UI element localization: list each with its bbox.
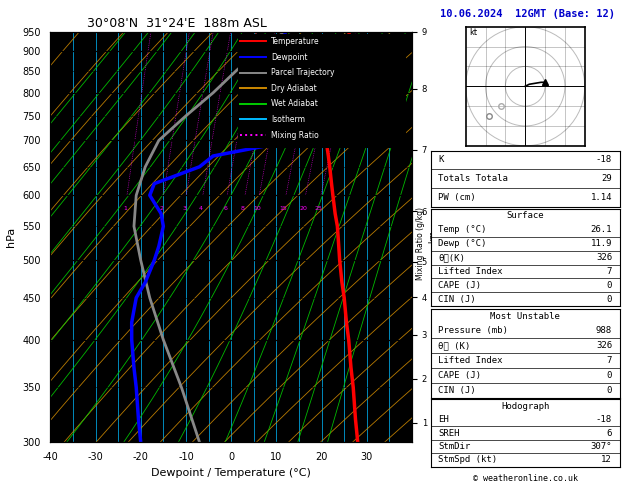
Text: 1: 1 bbox=[123, 206, 127, 211]
Text: Lifted Index: Lifted Index bbox=[438, 356, 503, 365]
Text: CAPE (J): CAPE (J) bbox=[438, 371, 481, 380]
Text: θᴇ(K): θᴇ(K) bbox=[438, 253, 465, 262]
Text: kt: kt bbox=[470, 28, 478, 36]
Text: 307°: 307° bbox=[591, 442, 612, 451]
Text: 326: 326 bbox=[596, 341, 612, 350]
Text: Hodograph: Hodograph bbox=[501, 402, 549, 411]
Text: © weatheronline.co.uk: © weatheronline.co.uk bbox=[473, 474, 577, 483]
Text: SREH: SREH bbox=[438, 429, 460, 437]
Text: 3: 3 bbox=[182, 206, 186, 211]
Text: Most Unstable: Most Unstable bbox=[490, 312, 560, 321]
Text: 7: 7 bbox=[606, 356, 612, 365]
X-axis label: Dewpoint / Temperature (°C): Dewpoint / Temperature (°C) bbox=[151, 468, 311, 478]
Text: 0: 0 bbox=[606, 295, 612, 304]
Text: 10: 10 bbox=[253, 206, 261, 211]
Text: 26.1: 26.1 bbox=[591, 226, 612, 234]
Text: Pressure (mb): Pressure (mb) bbox=[438, 326, 508, 335]
Text: 25: 25 bbox=[314, 206, 323, 211]
Text: Temp (°C): Temp (°C) bbox=[438, 226, 487, 234]
Text: CIN (J): CIN (J) bbox=[438, 295, 476, 304]
Text: θᴇ (K): θᴇ (K) bbox=[438, 341, 470, 350]
Title: 30°08'N  31°24'E  188m ASL: 30°08'N 31°24'E 188m ASL bbox=[87, 17, 267, 31]
Text: 11.9: 11.9 bbox=[591, 239, 612, 248]
Text: 12: 12 bbox=[601, 455, 612, 464]
Text: Mixing Ratio: Mixing Ratio bbox=[271, 131, 319, 139]
Text: K: K bbox=[438, 156, 444, 164]
Text: CIN (J): CIN (J) bbox=[438, 385, 476, 395]
Text: Dry Adiabat: Dry Adiabat bbox=[271, 84, 316, 93]
Text: 0: 0 bbox=[606, 385, 612, 395]
Text: 0: 0 bbox=[606, 371, 612, 380]
Text: EH: EH bbox=[438, 415, 449, 424]
Text: 6: 6 bbox=[606, 429, 612, 437]
Text: 8: 8 bbox=[241, 206, 245, 211]
Text: PW (cm): PW (cm) bbox=[438, 193, 476, 202]
Text: Temperature: Temperature bbox=[271, 37, 320, 46]
Y-axis label: km
ASL: km ASL bbox=[428, 229, 448, 245]
Text: Wet Adiabat: Wet Adiabat bbox=[271, 99, 318, 108]
Text: CAPE (J): CAPE (J) bbox=[438, 281, 481, 290]
Y-axis label: hPa: hPa bbox=[6, 227, 16, 247]
Text: 15: 15 bbox=[280, 206, 287, 211]
FancyBboxPatch shape bbox=[238, 34, 405, 147]
Text: Surface: Surface bbox=[506, 211, 544, 221]
Text: Parcel Trajectory: Parcel Trajectory bbox=[271, 68, 335, 77]
Text: 326: 326 bbox=[596, 253, 612, 262]
Text: StmDir: StmDir bbox=[438, 442, 470, 451]
Text: Totals Totala: Totals Totala bbox=[438, 174, 508, 183]
Text: -18: -18 bbox=[596, 415, 612, 424]
Text: 6: 6 bbox=[223, 206, 227, 211]
Text: Dewp (°C): Dewp (°C) bbox=[438, 239, 487, 248]
Text: 10.06.2024  12GMT (Base: 12): 10.06.2024 12GMT (Base: 12) bbox=[440, 9, 615, 19]
Text: 0: 0 bbox=[606, 281, 612, 290]
Text: 20: 20 bbox=[299, 206, 307, 211]
Text: StmSpd (kt): StmSpd (kt) bbox=[438, 455, 498, 464]
Text: Dewpoint: Dewpoint bbox=[271, 52, 308, 62]
Text: Mixing Ratio (g/kg): Mixing Ratio (g/kg) bbox=[416, 207, 425, 279]
Text: 4: 4 bbox=[199, 206, 203, 211]
Text: 2: 2 bbox=[160, 206, 164, 211]
Text: 29: 29 bbox=[601, 174, 612, 183]
Text: 1.14: 1.14 bbox=[591, 193, 612, 202]
Text: Isotherm: Isotherm bbox=[271, 115, 305, 124]
Text: 7: 7 bbox=[606, 267, 612, 276]
Text: Lifted Index: Lifted Index bbox=[438, 267, 503, 276]
Text: -18: -18 bbox=[596, 156, 612, 164]
Text: 988: 988 bbox=[596, 326, 612, 335]
